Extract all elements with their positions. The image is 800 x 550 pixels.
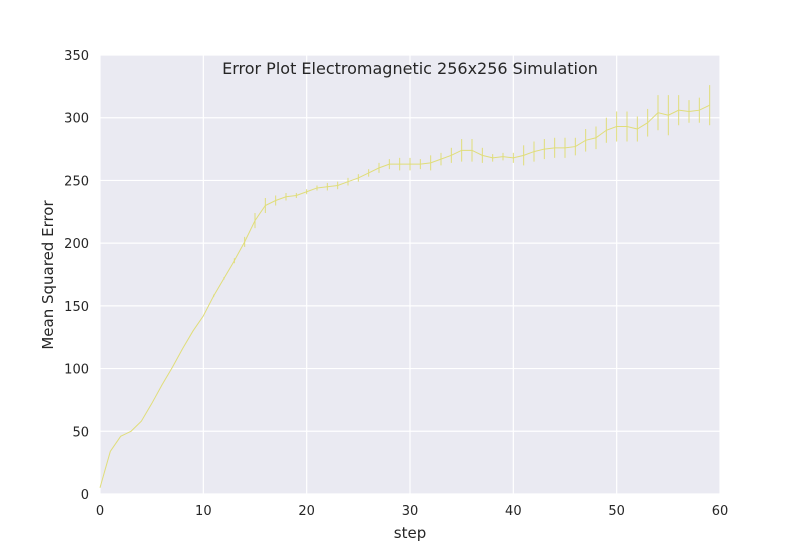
chart-title: Error Plot Electromagnetic 256x256 Simul… [222,59,598,78]
y-tick-label: 50 [72,425,89,440]
y-tick-label: 250 [64,174,89,189]
x-tick-label: 20 [298,504,315,519]
y-axis-label: Mean Squared Error [39,200,57,350]
x-axis-label: step [394,524,426,542]
grid-lines [99,54,721,495]
y-tick-label: 300 [64,112,89,127]
x-tick-label: 60 [712,504,729,519]
y-tick-label: 200 [64,237,89,252]
x-tick-label: 30 [402,504,419,519]
x-tick-label: 0 [96,504,104,519]
y-tick-label: 150 [64,300,89,315]
x-tick-label: 40 [505,504,522,519]
y-tick-labels: 0 50 100 150 200 250 300 350 [64,49,89,503]
y-tick-label: 0 [81,488,89,503]
series-group [99,85,711,488]
x-tick-labels: 0 10 20 30 40 50 60 [96,504,728,519]
y-tick-label: 100 [64,363,89,378]
x-tick-label: 10 [195,504,212,519]
y-tick-label: 350 [64,49,89,64]
series-line [99,104,710,488]
x-tick-label: 50 [608,504,625,519]
